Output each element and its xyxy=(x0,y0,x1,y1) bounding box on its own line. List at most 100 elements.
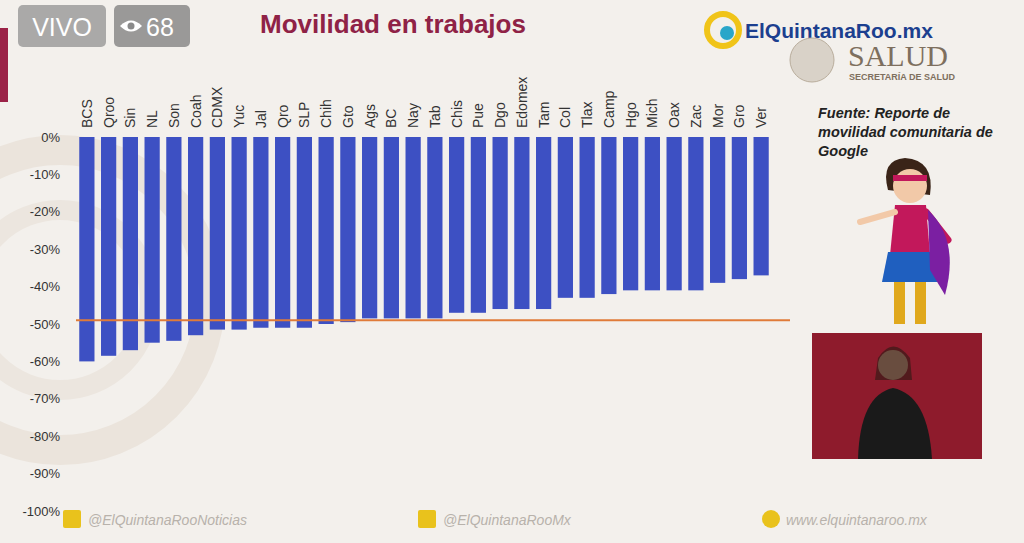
x-tick-label: Tab xyxy=(427,105,443,128)
source-note: Fuente: Reporte de movilidad comunitaria … xyxy=(818,105,993,159)
bar xyxy=(623,137,638,290)
x-tick-label: Sin xyxy=(122,108,138,128)
cartoon xyxy=(860,158,950,324)
background xyxy=(0,0,1024,543)
interpreter-body xyxy=(858,388,932,459)
x-tick-label: Hgo xyxy=(623,102,639,128)
x-tick-label: Jal xyxy=(253,110,269,128)
x-tick-label: Edomex xyxy=(514,77,530,128)
interpreter-box xyxy=(812,333,982,459)
bar xyxy=(340,137,355,322)
cartoon-leg xyxy=(894,282,905,324)
bar xyxy=(754,137,769,275)
x-tick-label: Qroo xyxy=(101,97,117,128)
agency: SALUD xyxy=(848,39,948,72)
x-tick-label: Nay xyxy=(405,103,421,128)
bar xyxy=(79,137,94,361)
facebook-icon xyxy=(63,510,81,528)
bar xyxy=(645,137,660,290)
x-tick-label: Gto xyxy=(340,105,356,128)
bar xyxy=(710,137,725,283)
chart-title: Movilidad en trabajos xyxy=(260,9,526,39)
bar xyxy=(580,137,595,298)
logo-icon xyxy=(720,26,734,40)
x-tick-label: Col xyxy=(557,107,573,128)
bar xyxy=(188,137,203,335)
x-tick-label: Oax xyxy=(666,102,682,128)
side-stripe xyxy=(0,28,8,102)
bar xyxy=(232,137,247,330)
x-tick-label: BC xyxy=(383,109,399,128)
source-line: movilidad comunitaria de xyxy=(818,124,993,140)
y-tick-label: -30% xyxy=(30,242,61,257)
x-tick-label: CDMX xyxy=(209,86,225,128)
bar xyxy=(536,137,551,309)
x-tick-label: Tam xyxy=(536,102,552,128)
y-tick-label: -100% xyxy=(22,504,60,519)
x-tick-label: Chih xyxy=(318,99,334,128)
x-tick-label: Ver xyxy=(753,107,769,128)
y-tick-label: -80% xyxy=(30,429,61,444)
emblem xyxy=(790,38,834,82)
bar xyxy=(514,137,529,309)
viewers-badge xyxy=(114,5,190,47)
x-tick-label: Chis xyxy=(449,100,465,128)
interpreter-hair xyxy=(875,347,912,381)
bar xyxy=(210,137,225,330)
y-tick-label: -10% xyxy=(30,167,61,182)
agency-full: SECRETARÍA DE SALUD xyxy=(849,72,956,82)
bar xyxy=(493,137,508,309)
x-tick-label: BCS xyxy=(79,99,95,128)
bar xyxy=(558,137,573,298)
y-tick-label: -20% xyxy=(30,204,61,219)
x-tick-label: NL xyxy=(144,110,160,128)
live-badge xyxy=(18,5,106,47)
x-tick-label: Zac xyxy=(688,105,704,128)
footer-facebook: @ElQuintanaRooNoticias xyxy=(88,512,247,528)
bar xyxy=(732,137,747,279)
x-tick-label: Mor xyxy=(710,104,726,128)
eye-icon xyxy=(120,21,142,32)
twitter-icon xyxy=(418,510,436,528)
bar xyxy=(297,137,312,328)
x-tick-label: Gro xyxy=(731,104,747,128)
bar xyxy=(406,137,421,318)
bar xyxy=(123,137,138,350)
bar xyxy=(449,137,464,313)
stage: Movilidad en trabajos0%-10%-20%-30%-40%-… xyxy=(0,0,1024,543)
x-tick-label: SLP xyxy=(296,102,312,128)
source-line: Fuente: Reporte de xyxy=(818,105,950,121)
plot-area xyxy=(76,137,790,361)
x-tick-label: Tlax xyxy=(579,102,595,128)
bar xyxy=(101,137,116,356)
viewers-count: 68 xyxy=(146,13,174,41)
eye-pupil xyxy=(128,23,135,30)
x-tick-label: Coah xyxy=(188,95,204,128)
y-tick-label: -70% xyxy=(30,391,61,406)
bar xyxy=(384,137,399,318)
bar xyxy=(688,137,703,290)
x-tick-label: Ags xyxy=(362,104,378,128)
x-tick-label: Camp xyxy=(601,90,617,128)
x-tick-label: Dgo xyxy=(492,102,508,128)
y-tick-label: -50% xyxy=(30,317,61,332)
bar xyxy=(601,137,616,294)
x-tick-label: Yuc xyxy=(231,105,247,128)
footer-website: www.elquintanaroo.mx xyxy=(786,512,928,528)
bar xyxy=(166,137,181,341)
cartoon-leg xyxy=(915,282,926,324)
y-tick-label: -40% xyxy=(30,279,61,294)
bar xyxy=(253,137,268,328)
source-line: Google xyxy=(818,143,868,159)
bar xyxy=(667,137,682,290)
logo-icon xyxy=(707,14,739,46)
bar xyxy=(362,137,377,318)
bar xyxy=(145,137,160,343)
x-tick-label: Mich xyxy=(644,98,660,128)
x-tick-label: Son xyxy=(166,103,182,128)
cartoon-arm xyxy=(860,212,895,222)
cartoon-cape xyxy=(928,210,950,295)
bar xyxy=(427,137,442,318)
reference-line xyxy=(76,319,790,321)
web-icon xyxy=(762,510,780,528)
